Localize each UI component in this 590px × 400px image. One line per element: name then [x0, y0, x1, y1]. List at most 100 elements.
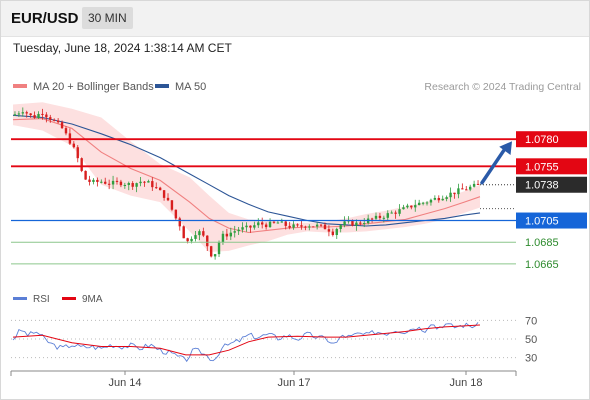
candle-body	[468, 186, 472, 190]
candle-body	[264, 224, 268, 228]
candle-body	[221, 233, 225, 243]
resistance-tag	[516, 131, 587, 148]
candle-body	[449, 192, 452, 198]
candle-body	[92, 179, 95, 182]
candle-body	[370, 218, 374, 220]
candle-body	[123, 184, 127, 186]
ma50-legend-label: MA 50	[175, 81, 206, 93]
candle-body	[155, 187, 158, 189]
projection-arrow-head	[499, 141, 512, 156]
candle-body	[312, 226, 315, 228]
candle-body	[41, 113, 44, 115]
candle-body	[280, 221, 284, 223]
candle-body	[198, 231, 201, 236]
candle-body	[190, 238, 193, 242]
candle-body	[437, 197, 440, 201]
candle-body	[107, 183, 111, 185]
candle-body	[260, 222, 264, 225]
resistance-tag	[516, 158, 587, 175]
resistance-tag-label: 1.0755	[525, 161, 559, 173]
candle-body	[135, 183, 138, 187]
candle-body	[315, 224, 319, 227]
candle-body	[45, 114, 48, 118]
candle-body	[476, 183, 480, 185]
x-axis-tick-label: Jun 17	[277, 377, 310, 389]
ma9-legend-swatch	[62, 297, 76, 300]
candle-body	[335, 228, 338, 236]
candle-body	[139, 181, 142, 184]
candle-body	[170, 200, 174, 210]
candle-body	[143, 181, 146, 183]
candle-body	[151, 181, 154, 188]
candle-body	[445, 197, 448, 199]
target-label: 1.0685	[525, 237, 559, 249]
main-legend: MA 20 + Bollinger Bands MA 50 Research ©…	[13, 81, 581, 93]
candle-body	[84, 170, 87, 180]
candle-body	[406, 205, 409, 208]
rsi-tick-label: 70	[525, 315, 537, 327]
candle-body	[249, 225, 252, 228]
candle-body	[37, 113, 40, 118]
candle-body	[433, 197, 437, 200]
candle-body	[158, 187, 162, 191]
candle-body	[402, 207, 405, 210]
candle-body	[441, 198, 444, 201]
rsi-tick-label: 50	[525, 334, 537, 346]
current-price-tag	[516, 176, 587, 193]
candle-body	[421, 202, 425, 204]
candle-body	[331, 231, 335, 236]
rsi-legend-label: RSI	[33, 294, 50, 305]
candle-body	[162, 190, 166, 198]
candle-body	[304, 226, 307, 228]
candle-body	[410, 205, 413, 208]
x-axis-tick-label: Jun 14	[108, 377, 141, 389]
candle-body	[363, 223, 366, 225]
candle-body	[166, 197, 170, 201]
candle-body	[60, 122, 64, 129]
candle-body	[398, 209, 401, 214]
x-axis-tick-label: Jun 18	[449, 377, 482, 389]
symbol-title: EUR/USD	[11, 10, 79, 27]
candle-body	[202, 231, 205, 236]
candle-body	[178, 218, 181, 227]
candle-body	[461, 188, 464, 190]
timeframe-badge[interactable]: 30 MIN	[82, 7, 133, 29]
candle-body	[245, 225, 248, 228]
rsi-plot-area: 70 50 30	[11, 315, 537, 365]
candle-body	[100, 181, 103, 183]
price-tags: 1.0780 1.0755 1.0738 1.0705 1.0685 1.0665	[516, 131, 587, 271]
support-tag	[516, 212, 587, 229]
bollinger-band	[13, 102, 480, 252]
top-bar: EUR/USD 30 MIN	[0, 0, 590, 37]
rsi-tick-label: 30	[525, 353, 537, 365]
candle-body	[308, 226, 311, 228]
candle-body	[104, 181, 107, 184]
candle-body	[80, 158, 83, 171]
target-label: 1.0665	[525, 259, 559, 271]
candle-body	[33, 115, 36, 118]
candle-body	[225, 233, 229, 237]
ma20-line	[12, 118, 481, 234]
candle-body	[25, 112, 28, 114]
ma20-legend-label: MA 20 + Bollinger Bands	[33, 81, 154, 93]
candle-body	[76, 147, 79, 159]
candle-body	[96, 179, 99, 182]
candle-body	[390, 212, 393, 214]
candle-body	[13, 114, 17, 116]
candle-body	[288, 225, 291, 228]
candle-body	[378, 215, 382, 218]
candle-body	[417, 202, 421, 206]
candle-body	[292, 224, 295, 228]
candle-body	[147, 181, 150, 183]
rsi-line	[12, 322, 479, 363]
candle-body	[237, 229, 240, 232]
candle-body	[111, 180, 115, 185]
candle-body	[343, 221, 346, 226]
candle-body	[394, 212, 397, 214]
candle-body	[64, 128, 68, 134]
candle-body	[472, 183, 476, 187]
x-axis: Jun 14 Jun 17 Jun 18	[10, 370, 517, 389]
candle-body	[382, 217, 386, 219]
candle-body	[327, 229, 331, 232]
